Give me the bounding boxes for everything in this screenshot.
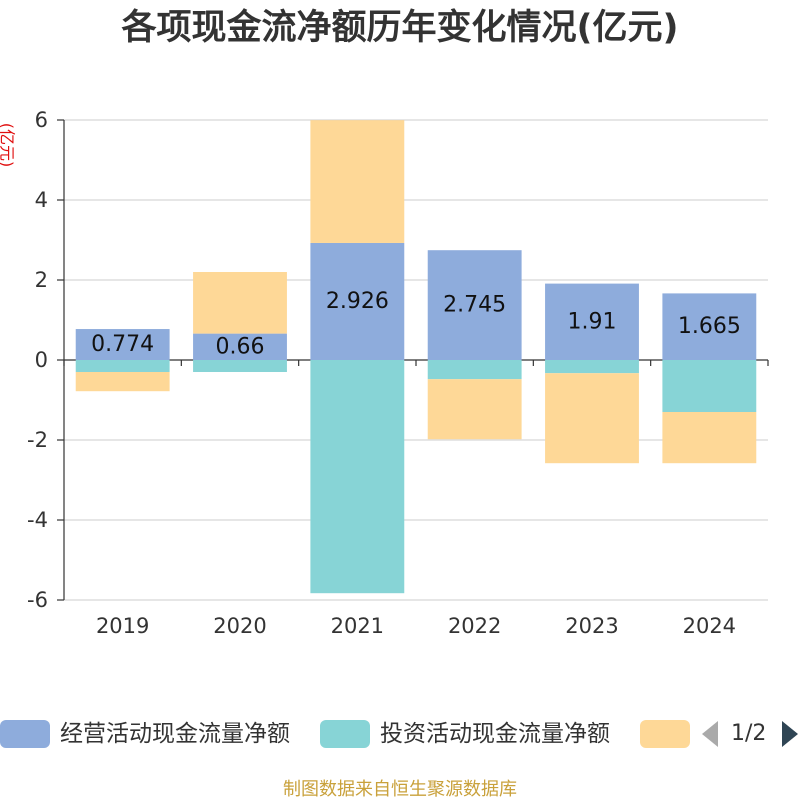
data-label-2019: 0.774 bbox=[91, 332, 154, 357]
legend-item-series-3[interactable] bbox=[640, 718, 700, 750]
y-tick-label-4: 4 bbox=[35, 188, 48, 212]
bar-investing-cash-flow-2022 bbox=[427, 360, 522, 380]
bar-series-3-2024 bbox=[662, 412, 757, 464]
gridlines bbox=[64, 119, 768, 601]
legend-label-investing-cash-flow: 投资活动现金流量净额 bbox=[380, 721, 610, 747]
legend-label-operating-cash-flow: 经营活动现金流量净额 bbox=[60, 721, 290, 747]
chart-title: 各项现金流净额历年变化情况(亿元) bbox=[121, 8, 679, 48]
legend-page-indicator: 1/2 bbox=[731, 721, 767, 746]
data-label-2020: 0.66 bbox=[216, 334, 265, 359]
x-tick-label-2020: 2020 bbox=[213, 614, 266, 638]
bar-series-3-2022 bbox=[427, 379, 522, 440]
bar-series-3-2019 bbox=[75, 372, 170, 392]
data-source-footer: 制图数据来自恒生聚源数据库 bbox=[283, 779, 517, 800]
legend-swatch-investing-cash-flow bbox=[320, 720, 370, 748]
x-axis: 2019 2020 2021 2022 2023 2024 bbox=[63, 359, 769, 638]
bar-operating-cash-flow-2022 bbox=[427, 250, 522, 360]
data-label-2021: 2.926 bbox=[326, 289, 389, 314]
y-tick-label-6: 6 bbox=[35, 108, 48, 132]
data-label-2022: 2.745 bbox=[443, 293, 506, 318]
y-tick-label--4: -4 bbox=[27, 508, 48, 532]
bar-series-3-2021 bbox=[310, 120, 405, 243]
y-tick-label-2: 2 bbox=[35, 268, 48, 292]
bar-investing-cash-flow-2019 bbox=[75, 360, 170, 372]
bar-investing-cash-flow-2021 bbox=[310, 360, 405, 594]
bar-operating-cash-flow-2020 bbox=[193, 333, 287, 360]
y-axis-unit-label: (亿元) bbox=[0, 123, 17, 168]
legend-item-investing-cash-flow[interactable]: 投资活动现金流量净额 bbox=[320, 718, 610, 750]
bar-operating-cash-flow-2024 bbox=[662, 293, 757, 360]
legend-swatch-series-3 bbox=[640, 720, 690, 748]
triangle-right-icon[interactable] bbox=[782, 721, 798, 747]
bar-investing-cash-flow-2020 bbox=[193, 360, 287, 372]
x-tick-label-2019: 2019 bbox=[96, 614, 149, 638]
y-axis: -6 -4 -2 0 2 4 6 (亿元) bbox=[0, 108, 65, 612]
bar-operating-cash-flow-2019 bbox=[75, 329, 170, 360]
y-tick-label-0: 0 bbox=[35, 348, 48, 372]
data-label-2024: 1.665 bbox=[678, 314, 741, 339]
x-tick-label-2021: 2021 bbox=[331, 614, 384, 638]
bar-operating-cash-flow-2023 bbox=[545, 283, 639, 360]
bar-series-3-2023 bbox=[545, 373, 639, 464]
legend-item-operating-cash-flow[interactable]: 经营活动现金流量净额 bbox=[0, 718, 290, 750]
bars bbox=[75, 120, 757, 594]
data-labels: 0.774 0.66 2.926 2.745 1.91 1.665 bbox=[91, 289, 741, 359]
legend-swatch-operating-cash-flow bbox=[0, 720, 50, 748]
x-tick-label-2023: 2023 bbox=[565, 614, 618, 638]
bar-operating-cash-flow-2021 bbox=[310, 242, 405, 360]
bar-series-3-2020 bbox=[193, 272, 287, 334]
x-tick-label-2022: 2022 bbox=[448, 614, 501, 638]
triangle-left-icon[interactable] bbox=[702, 721, 718, 747]
y-tick-label--6: -6 bbox=[27, 588, 48, 612]
y-tick-label--2: -2 bbox=[27, 428, 48, 452]
data-label-2023: 1.91 bbox=[568, 309, 617, 334]
legend: 经营活动现金流量净额 投资活动现金流量净额 1/2 bbox=[0, 718, 800, 750]
bar-investing-cash-flow-2023 bbox=[545, 360, 639, 374]
bar-investing-cash-flow-2024 bbox=[662, 360, 757, 412]
x-tick-label-2024: 2024 bbox=[683, 614, 736, 638]
